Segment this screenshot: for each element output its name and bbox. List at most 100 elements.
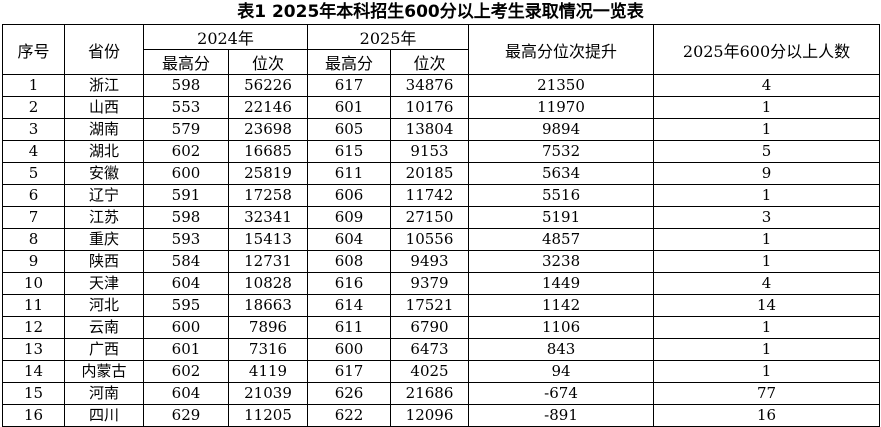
cell-2024-top-score: 593	[143, 228, 229, 251]
cell-2024-top-score: 629	[143, 404, 229, 427]
cell-rank-gain: 843	[468, 338, 655, 361]
cell-2025-rank: 10176	[390, 96, 470, 119]
table-row: 1 浙江 598 56226 617 34876 21350 4	[2, 74, 881, 97]
table-row: 7 江苏 598 32341 609 27150 5191 3	[2, 206, 881, 229]
cell-2024-rank: 25819	[227, 162, 309, 185]
table-title: 表1 2025年本科招生600分以上考生录取情况一览表	[237, 2, 644, 22]
cell-2025-rank: 10556	[390, 228, 470, 251]
cell-index: 6	[2, 184, 65, 207]
cell-2024-rank: 22146	[227, 96, 309, 119]
cell-2025-top-score: 617	[307, 360, 392, 383]
cell-index: 5	[2, 162, 65, 185]
cell-rank-gain: 9894	[468, 118, 655, 141]
cell-2024-rank: 21039	[227, 382, 309, 405]
table-row: 12 云南 600 7896 611 6790 1106 1	[2, 316, 881, 339]
table-row: 4 湖北 602 16685 615 9153 7532 5	[2, 140, 881, 163]
header-2025-top-score: 最高分	[307, 49, 392, 75]
cell-2024-rank: 10828	[227, 272, 309, 295]
cell-province: 天津	[64, 272, 144, 295]
cell-count600: 1	[653, 250, 881, 273]
cell-2024-rank: 23698	[227, 118, 309, 141]
header-rank-gain: 最高分位次提升	[468, 24, 655, 75]
cell-province: 云南	[64, 316, 144, 339]
cell-2025-top-score: 622	[307, 404, 392, 427]
cell-province: 辽宁	[64, 184, 144, 207]
table-row: 2 山西 553 22146 601 10176 11970 1	[2, 96, 881, 119]
cell-index: 16	[2, 404, 65, 427]
cell-count600: 14	[653, 294, 881, 317]
cell-province: 陕西	[64, 250, 144, 273]
cell-2024-rank: 7316	[227, 338, 309, 361]
cell-2025-rank: 9493	[390, 250, 470, 273]
cell-count600: 3	[653, 206, 881, 229]
cell-index: 8	[2, 228, 65, 251]
cell-province: 安徽	[64, 162, 144, 185]
cell-2025-rank: 11742	[390, 184, 470, 207]
cell-2025-rank: 6790	[390, 316, 470, 339]
cell-index: 13	[2, 338, 65, 361]
cell-count600: 1	[653, 118, 881, 141]
header-2024-rank: 位次	[227, 49, 309, 75]
cell-2025-top-score: 614	[307, 294, 392, 317]
cell-rank-gain: 7532	[468, 140, 655, 163]
cell-2024-rank: 18663	[227, 294, 309, 317]
cell-rank-gain: 5516	[468, 184, 655, 207]
cell-2025-rank: 34876	[390, 74, 470, 97]
cell-province: 湖南	[64, 118, 144, 141]
cell-2024-rank: 11205	[227, 404, 309, 427]
cell-count600: 4	[653, 272, 881, 295]
cell-index: 15	[2, 382, 65, 405]
cell-rank-gain: -674	[468, 382, 655, 405]
cell-2024-top-score: 584	[143, 250, 229, 273]
cell-2025-top-score: 606	[307, 184, 392, 207]
cell-2024-top-score: 598	[143, 206, 229, 229]
cell-2025-top-score: 617	[307, 74, 392, 97]
cell-2024-top-score: 591	[143, 184, 229, 207]
cell-2024-top-score: 595	[143, 294, 229, 317]
cell-2024-top-score: 600	[143, 162, 229, 185]
cell-province: 湖北	[64, 140, 144, 163]
table-row: 16 四川 629 11205 622 12096 -891 16	[2, 404, 881, 427]
header-2024-top-score: 最高分	[143, 49, 229, 75]
cell-2024-top-score: 598	[143, 74, 229, 97]
table-row: 5 安徽 600 25819 611 20185 5634 9	[2, 162, 881, 185]
cell-province: 重庆	[64, 228, 144, 251]
cell-province: 四川	[64, 404, 144, 427]
cell-index: 2	[2, 96, 65, 119]
header-2024: 2024年	[142, 24, 309, 50]
cell-province: 浙江	[64, 74, 144, 97]
table-row: 9 陕西 584 12731 608 9493 3238 1	[2, 250, 881, 273]
cell-province: 山西	[64, 96, 144, 119]
cell-2024-top-score: 600	[143, 316, 229, 339]
cell-2025-top-score: 626	[307, 382, 392, 405]
cell-index: 3	[2, 118, 65, 141]
table-row: 13 广西 601 7316 600 6473 843 1	[2, 338, 881, 361]
table-row: 11 河北 595 18663 614 17521 1142 14	[2, 294, 881, 317]
cell-2024-top-score: 604	[143, 272, 229, 295]
table-row: 14 内蒙古 602 4119 617 4025 94 1	[2, 360, 881, 383]
cell-2024-top-score: 601	[143, 338, 229, 361]
admission-table: 序号 省份 2024年 2025年 最高分位次提升 2025年600分以上人数 …	[2, 24, 881, 427]
cell-2024-rank: 15413	[227, 228, 309, 251]
cell-2025-top-score: 609	[307, 206, 392, 229]
cell-2024-rank: 17258	[227, 184, 309, 207]
cell-rank-gain: 1449	[468, 272, 655, 295]
cell-province: 河北	[64, 294, 144, 317]
cell-count600: 1	[653, 338, 881, 361]
cell-2025-rank: 12096	[390, 404, 470, 427]
cell-index: 14	[2, 360, 65, 383]
cell-count600: 16	[653, 404, 881, 427]
cell-2024-rank: 7896	[227, 316, 309, 339]
cell-province: 江苏	[64, 206, 144, 229]
header-province: 省份	[64, 24, 144, 75]
cell-2025-rank: 21686	[390, 382, 470, 405]
cell-count600: 77	[653, 382, 881, 405]
header-2025: 2025年	[307, 24, 470, 50]
cell-rank-gain: 94	[468, 360, 655, 383]
cell-rank-gain: 5191	[468, 206, 655, 229]
cell-2025-rank: 9379	[390, 272, 470, 295]
cell-index: 7	[2, 206, 65, 229]
cell-index: 10	[2, 272, 65, 295]
cell-2024-rank: 56226	[227, 74, 309, 97]
cell-2024-rank: 4119	[227, 360, 309, 383]
